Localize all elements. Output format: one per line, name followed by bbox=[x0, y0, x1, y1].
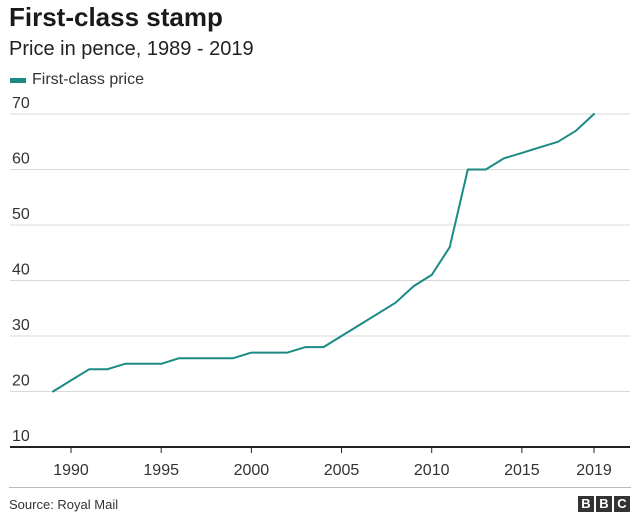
legend: First-class price bbox=[10, 70, 144, 90]
logo-letter-c: C bbox=[614, 496, 630, 512]
x-tick-label: 2000 bbox=[234, 462, 270, 479]
legend-label: First-class price bbox=[32, 71, 145, 88]
series-line-first-class-price bbox=[52, 113, 595, 393]
x-tick-label: 2005 bbox=[324, 462, 360, 479]
line-chart: 10 20 30 40 50 60 70 1990 1995 2000 2005 2010 2015 2… bbox=[10, 95, 630, 479]
logo-letter-b2: B bbox=[596, 496, 612, 512]
y-axis-ticks: 10 20 30 40 50 60 70 bbox=[12, 95, 30, 445]
bbc-logo: B B C bbox=[578, 496, 630, 512]
source-note: Source: Royal Mail bbox=[9, 497, 119, 512]
chart-title: First-class stamp bbox=[9, 2, 223, 32]
legend-swatch bbox=[10, 77, 26, 83]
x-tick-label: 2019 bbox=[576, 462, 612, 479]
footer-divider bbox=[9, 487, 631, 488]
x-tick-label: 2015 bbox=[504, 462, 540, 479]
x-tick-label: 1995 bbox=[143, 462, 179, 479]
x-tick-label: 2010 bbox=[414, 462, 450, 479]
footer: Source: Royal Mail B B C bbox=[0, 487, 640, 520]
y-tick-label: 60 bbox=[12, 151, 30, 168]
gridlines bbox=[10, 113, 630, 448]
y-tick-label: 30 bbox=[12, 317, 30, 334]
chart-subtitle: Price in pence, 1989 - 2019 bbox=[9, 38, 254, 60]
y-tick-label: 10 bbox=[12, 428, 30, 445]
series-layer bbox=[52, 113, 595, 393]
y-tick-label: 40 bbox=[12, 262, 30, 279]
x-tick-label: 1990 bbox=[53, 462, 89, 479]
y-tick-label: 20 bbox=[12, 373, 30, 390]
x-axis-ticks: 1990 1995 2000 2005 2010 2015 2019 bbox=[53, 447, 612, 479]
y-tick-label: 50 bbox=[12, 206, 30, 223]
logo-letter-b1: B bbox=[578, 496, 594, 512]
y-tick-label: 70 bbox=[12, 95, 30, 112]
